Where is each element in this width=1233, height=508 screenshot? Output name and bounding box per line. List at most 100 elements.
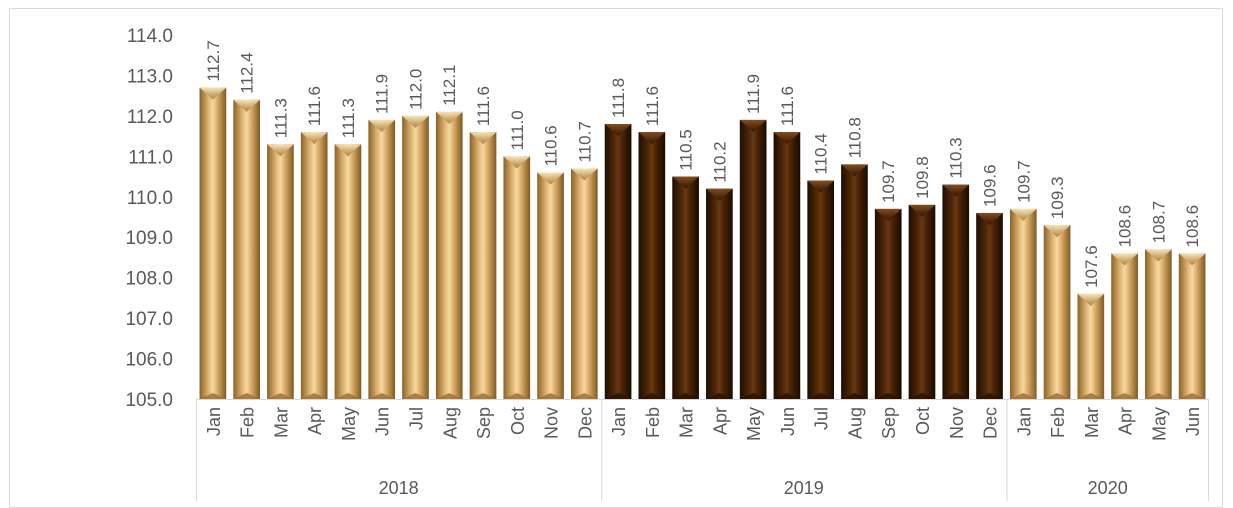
month-label-nov-2019: Nov	[947, 407, 967, 439]
bar-base-jun-2018	[368, 393, 396, 399]
month-label-nov-2018: Nov	[542, 407, 562, 439]
month-label-jun-2020: Jun	[1183, 407, 1203, 436]
data-label-aug-2019: 110.8	[845, 117, 864, 158]
bar-base-oct-2018	[503, 393, 531, 399]
bar-cap-feb-2018	[233, 99, 260, 112]
bar-dec-2018	[570, 168, 598, 399]
bar-cap-nov-2019	[942, 184, 970, 197]
bar-may-2020	[1145, 249, 1172, 399]
bar-cap-may-2020	[1145, 249, 1172, 262]
month-label-may-2020: May	[1149, 407, 1169, 441]
data-label-feb-2020: 109.3	[1048, 177, 1067, 220]
y-tick-label: 110.0	[127, 188, 173, 209]
month-label-dec-2018: Dec	[575, 407, 595, 439]
data-label-may-2018: 111.3	[339, 98, 358, 138]
month-label-aug-2019: Aug	[845, 407, 865, 439]
bar-cap-sep-2018	[469, 132, 497, 145]
month-label-jan-2020: Jan	[1014, 407, 1034, 436]
bar-cap-jul-2018	[402, 115, 429, 128]
data-label-jan-2019: 111.8	[609, 78, 628, 118]
month-label-apr-2020: Apr	[1116, 407, 1136, 435]
y-tick-label: 111.0	[128, 147, 173, 168]
data-label-dec-2019: 109.6	[981, 164, 1000, 207]
bar-cap-oct-2019	[908, 204, 936, 217]
data-label-feb-2018: 112.4	[238, 52, 257, 93]
year-label-2019: 2019	[784, 478, 824, 498]
bar-base-nov-2019	[942, 393, 970, 399]
data-label-jul-2019: 110.4	[812, 133, 831, 174]
data-label-may-2019: 111.9	[744, 74, 763, 114]
bar-cap-feb-2020	[1043, 225, 1071, 238]
bar-jun-2018	[368, 119, 396, 399]
data-label-oct-2019: 109.8	[913, 156, 932, 199]
bar-mar-2019	[672, 176, 699, 399]
bar-dec-2019	[976, 212, 1003, 399]
month-label-sep-2018: Sep	[474, 407, 494, 439]
bar-base-aug-2018	[435, 393, 463, 399]
bar-cap-aug-2018	[435, 111, 463, 124]
month-label-mar-2019: Mar	[677, 407, 697, 438]
bar-aug-2018	[435, 111, 463, 399]
bar-feb-2018	[233, 99, 260, 399]
bar-sep-2019	[874, 208, 902, 399]
bar-cap-oct-2018	[503, 156, 531, 169]
bar-base-apr-2020	[1111, 393, 1138, 399]
bar-cap-sep-2019	[874, 208, 902, 221]
data-label-apr-2020: 108.6	[1116, 205, 1135, 248]
bar-cap-aug-2019	[841, 164, 868, 177]
bar-jun-2020	[1178, 253, 1206, 399]
bar-base-jan-2019	[604, 393, 632, 399]
bar-mar-2020	[1077, 293, 1105, 399]
bar-base-apr-2018	[300, 393, 328, 399]
bar-base-jan-2018	[199, 393, 227, 399]
bar-cap-may-2018	[334, 144, 362, 157]
month-label-jun-2019: Jun	[778, 407, 798, 436]
bar-base-feb-2018	[233, 393, 260, 399]
y-tick-label: 108.0	[125, 269, 173, 290]
bar-base-dec-2018	[570, 393, 598, 399]
bar-base-mar-2019	[672, 393, 699, 399]
data-label-jun-2020: 108.6	[1183, 205, 1202, 248]
bar-cap-jan-2020	[1009, 208, 1037, 221]
bar-base-may-2020	[1145, 393, 1172, 399]
data-label-jun-2018: 111.9	[373, 74, 392, 114]
data-label-oct-2018: 111.0	[508, 110, 527, 150]
bar-apr-2018	[300, 132, 328, 400]
bar-cap-mar-2019	[672, 176, 699, 189]
bar-jan-2019	[604, 123, 632, 399]
month-label-may-2019: May	[744, 407, 764, 441]
data-label-jul-2018: 112.0	[406, 69, 425, 110]
bar-cap-dec-2019	[976, 212, 1003, 225]
bar-jan-2020	[1009, 208, 1037, 399]
month-label-feb-2018: Feb	[238, 407, 258, 438]
bar-base-apr-2019	[706, 393, 733, 399]
data-label-nov-2018: 110.6	[542, 125, 561, 166]
bar-cap-may-2019	[739, 119, 767, 132]
bar-cap-apr-2020	[1111, 253, 1138, 266]
bar-base-jul-2018	[402, 393, 429, 399]
bar-cap-apr-2018	[300, 132, 328, 145]
y-tick-label: 106.0	[125, 350, 173, 371]
bar-oct-2018	[503, 156, 531, 399]
month-label-apr-2019: Apr	[710, 407, 730, 435]
bar-base-may-2019	[739, 393, 767, 399]
month-label-sep-2019: Sep	[879, 407, 899, 439]
bar-cap-apr-2019	[706, 188, 733, 201]
bar-cap-jun-2020	[1178, 253, 1206, 266]
month-label-jul-2019: Jul	[812, 407, 832, 430]
bar-jun-2019	[773, 132, 801, 400]
bar-mar-2018	[267, 144, 294, 399]
month-label-feb-2019: Feb	[643, 407, 663, 438]
bar-base-feb-2019	[638, 393, 666, 399]
month-label-mar-2018: Mar	[271, 407, 291, 438]
y-tick-label: 105.0	[125, 390, 173, 411]
bar-base-oct-2019	[908, 393, 936, 399]
bar-cap-jan-2018	[199, 87, 227, 100]
bar-base-may-2018	[334, 393, 362, 399]
month-label-may-2018: May	[339, 407, 359, 441]
year-label-2020: 2020	[1088, 478, 1128, 498]
data-label-apr-2018: 111.6	[305, 86, 324, 126]
bar-apr-2020	[1111, 253, 1138, 399]
bar-base-mar-2018	[267, 393, 294, 399]
data-label-mar-2019: 110.5	[677, 129, 696, 170]
